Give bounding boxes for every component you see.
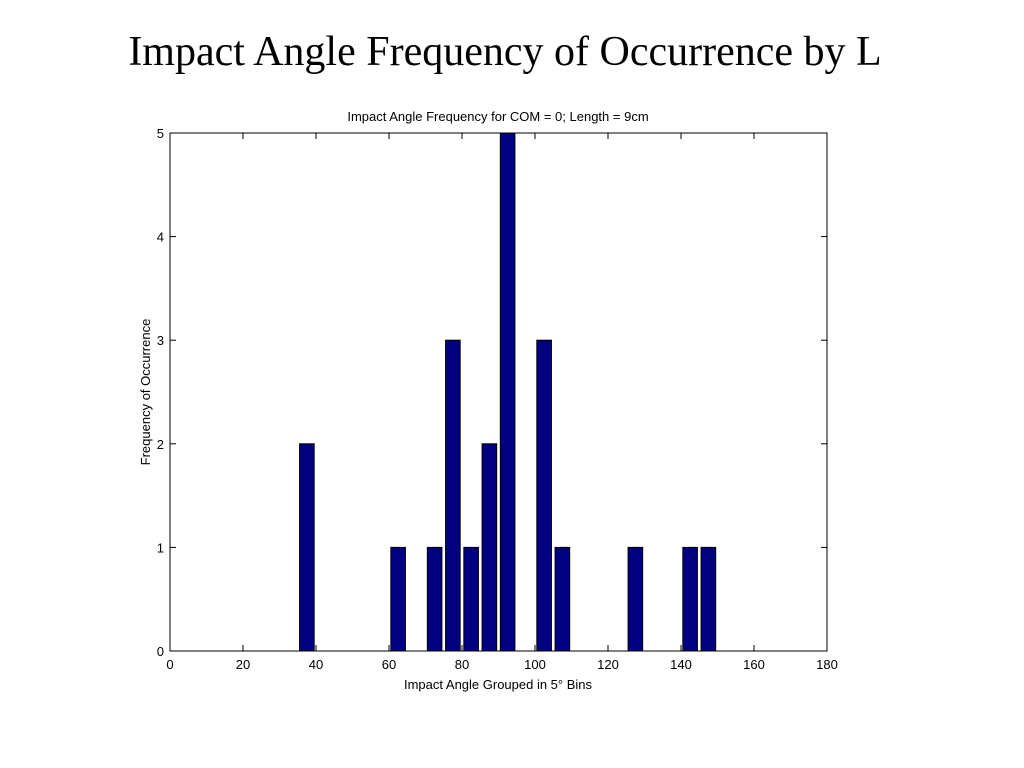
bar bbox=[682, 546, 698, 652]
y-tick-label: 5 bbox=[157, 126, 164, 141]
x-tick-label: 20 bbox=[236, 657, 250, 672]
x-tick-label: 180 bbox=[816, 657, 838, 672]
x-tick-label: 120 bbox=[597, 657, 619, 672]
x-tick-label: 80 bbox=[455, 657, 469, 672]
bar bbox=[299, 443, 315, 652]
x-tick-label: 60 bbox=[382, 657, 396, 672]
slide-title: Impact Angle Frequency of Occurrence by … bbox=[128, 29, 882, 75]
y-tick-label: 4 bbox=[157, 230, 164, 245]
axis-ticks: 0 20 40 60 80 100 120 140 160 180 0 1 2 3 4 5 bbox=[157, 126, 838, 672]
x-tick-label: 140 bbox=[670, 657, 692, 672]
x-tick-label: 100 bbox=[524, 657, 546, 672]
bars-group bbox=[299, 132, 717, 652]
bar bbox=[499, 132, 516, 652]
bar bbox=[445, 339, 461, 652]
x-tick-label: 0 bbox=[166, 657, 173, 672]
bar bbox=[481, 443, 498, 652]
bar bbox=[463, 546, 479, 652]
x-axis-label: Impact Angle Grouped in 5° Bins bbox=[404, 677, 593, 692]
plot-frame bbox=[169, 132, 828, 652]
bar bbox=[700, 546, 717, 652]
y-tick-label: 2 bbox=[157, 437, 164, 452]
y-axis-label: Frequency of Occurrence bbox=[138, 319, 153, 466]
bar bbox=[426, 546, 443, 652]
chart-title: Impact Angle Frequency for COM = 0; Leng… bbox=[347, 109, 648, 124]
x-tick-label: 40 bbox=[309, 657, 323, 672]
bar bbox=[554, 546, 571, 652]
y-tick-label: 0 bbox=[157, 644, 164, 659]
y-tick-label: 1 bbox=[157, 540, 164, 555]
bar bbox=[390, 546, 406, 652]
x-tick-label: 160 bbox=[743, 657, 765, 672]
y-tick-label: 3 bbox=[157, 333, 164, 348]
bar bbox=[536, 339, 552, 652]
bar bbox=[627, 546, 644, 652]
